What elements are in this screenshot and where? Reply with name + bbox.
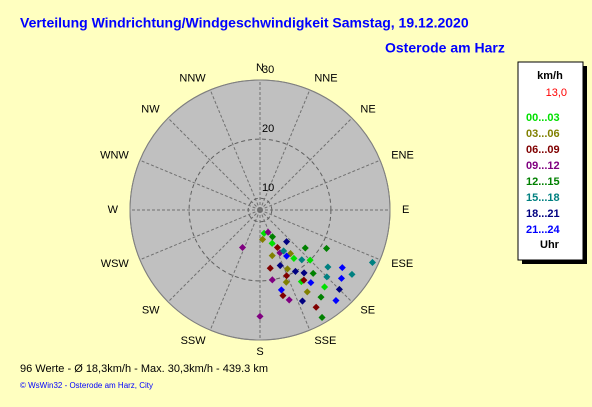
direction-label: NE [360,103,375,115]
data-point [318,313,326,322]
legend-entry: 21...24 [526,224,561,236]
direction-label: ESE [391,258,413,270]
data-point [268,276,276,284]
data-point [335,285,343,293]
data-point [301,244,309,252]
direction-label: WNW [100,150,129,162]
data-point [276,261,284,270]
data-point [279,292,287,300]
data-point [282,278,290,286]
data-point [268,233,277,241]
data-point [280,247,288,255]
direction-label: SW [142,304,160,316]
data-point [321,283,329,291]
spoke [259,209,381,261]
data-point [332,296,340,305]
ring [129,79,391,341]
direction-label: SSE [314,335,336,347]
legend-entry: 03...06 [526,128,560,140]
data-point [298,297,306,305]
direction-label: WSW [101,258,130,270]
data-point [348,270,356,278]
data-point [256,312,264,320]
spoke [259,209,353,303]
legend-entry: 06...09 [526,144,560,156]
data-point [324,263,332,271]
legend-box [517,61,584,261]
data-point [338,264,346,272]
direction-label: N [256,62,264,74]
data-point [283,238,291,246]
legend-unit: Uhr [540,239,560,251]
legend-entry: 00...03 [526,112,560,124]
direction-label: E [402,204,409,216]
direction-label: SE [360,304,375,316]
credit: © WsWin32 - Osterode am Harz, City [20,381,153,390]
legend-entry: 18...21 [526,208,560,220]
direction-label: ENE [391,150,414,162]
spoke [139,209,261,261]
data-point [259,235,267,243]
legend-title: km/h [537,70,563,82]
data-point [368,258,377,266]
data-point [317,293,325,301]
ring-label: 20 [262,123,274,135]
direction-label: NNE [314,73,337,85]
data-point [322,244,331,252]
chart-subtitle: Osterode am Harz [385,40,505,56]
data-point [300,276,308,284]
direction-label: NW [141,103,160,115]
chart-title: Verteilung Windrichtung/Windgeschwindigk… [20,15,469,31]
data-point [264,228,272,236]
data-point [312,303,320,311]
data-point [277,286,285,294]
data-point [307,279,315,287]
direction-label: S [256,346,263,358]
spoke [259,117,353,211]
spoke [259,159,381,211]
data-point [285,296,293,304]
data-point [291,267,299,275]
data-point [306,256,314,264]
legend-entry: 15...18 [526,192,560,204]
spoke [167,209,261,303]
data-point [266,264,274,272]
ring [188,138,332,282]
ring-label: 10 [262,182,274,194]
data-point [309,269,317,277]
data-point [323,273,331,281]
data-point [238,243,247,252]
ring [247,197,273,223]
ring-label: 30 [262,64,274,76]
data-point [268,239,276,247]
direction-label: SSW [181,335,207,347]
spoke [259,89,311,211]
data-point [283,252,291,260]
data-point [303,288,311,296]
legend-entry: 09...12 [526,160,560,172]
data-point [300,269,308,277]
data-point [283,265,292,273]
data-point [337,274,346,282]
current-value: 13,0 [546,87,567,99]
spoke [167,117,261,211]
spoke [209,89,261,211]
direction-label: W [108,204,119,216]
data-point [298,256,306,264]
direction-label: NNW [179,73,206,85]
spoke [209,209,261,331]
data-point [273,243,282,252]
data-point [283,272,291,280]
legend-entry: 12...15 [526,176,560,188]
footer: 96 Werte - Ø 18,3km/h - Max. 30,3km/h - … [20,363,268,375]
spoke [139,159,261,211]
